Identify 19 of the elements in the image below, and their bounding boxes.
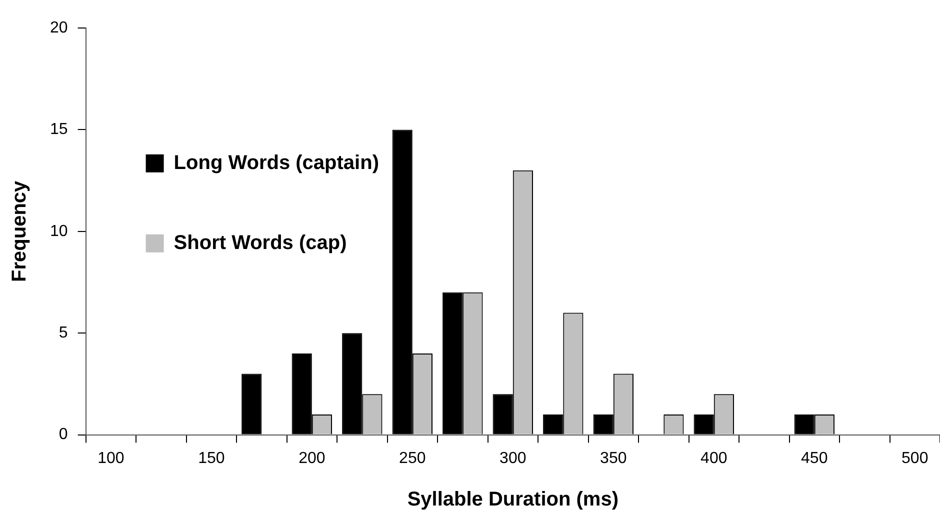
x-tick-label: 300 — [500, 450, 526, 467]
legend-label: Long Words (captain) — [174, 152, 379, 174]
legend-label: Short Words (cap) — [174, 232, 347, 254]
y-tick-label: 0 — [58, 426, 68, 444]
x-tick-label: 450 — [801, 450, 828, 467]
y-tick-label: 10 — [50, 222, 68, 240]
x-tick-label: 200 — [298, 450, 326, 467]
x-tick-label: 500 — [902, 450, 928, 467]
bar — [242, 374, 262, 434]
y-tick-label: 5 — [58, 324, 68, 342]
y-axis-title: Frequency — [8, 180, 31, 282]
y-tick-label: 15 — [50, 121, 68, 138]
y-tick-label: 20 — [50, 19, 68, 36]
x-tick-label: 350 — [600, 450, 627, 467]
x-tick-label: 150 — [198, 450, 225, 467]
x-axis-title: Syllable Duration (ms) — [407, 488, 618, 511]
x-tick-label: 100 — [98, 450, 124, 467]
x-tick-label: 250 — [399, 450, 426, 467]
x-tick-label: 400 — [700, 450, 728, 467]
